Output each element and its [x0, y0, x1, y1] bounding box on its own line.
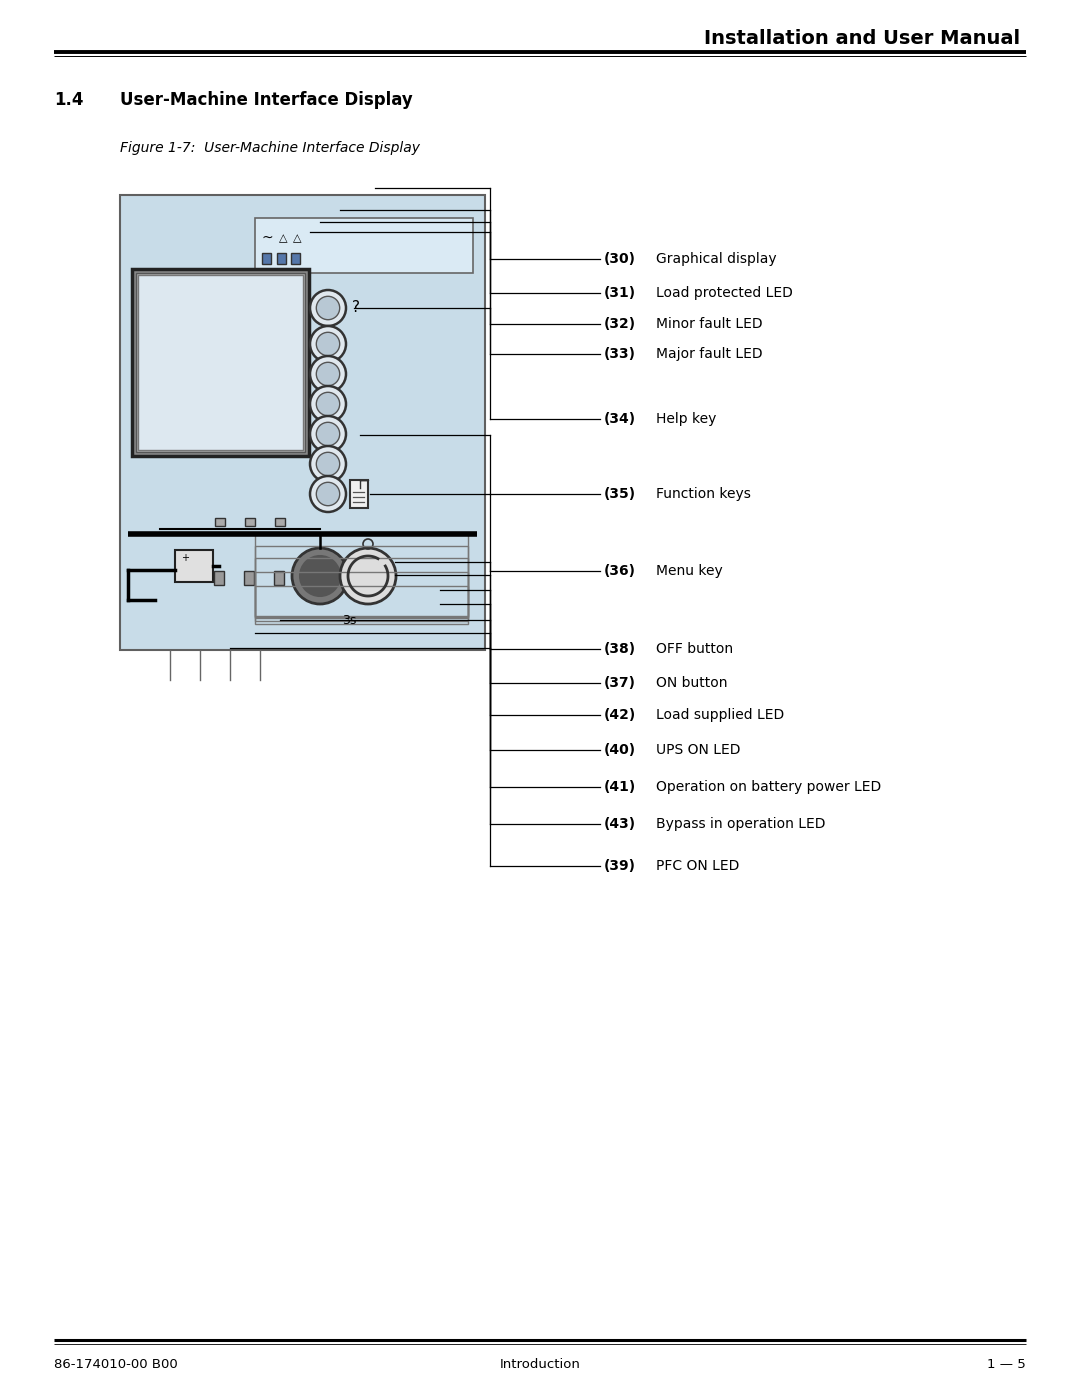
Text: Menu key: Menu key [656, 564, 723, 578]
Circle shape [310, 476, 346, 511]
Bar [291, 253, 300, 264]
Bar [255, 546, 468, 622]
Text: Bypass in operation LED: Bypass in operation LED [656, 817, 825, 831]
Text: OFF button: OFF button [656, 643, 733, 657]
Text: Graphical display: Graphical display [656, 251, 777, 265]
Bar [215, 518, 225, 527]
Bar [214, 571, 224, 585]
Circle shape [316, 296, 340, 320]
Circle shape [310, 356, 346, 393]
Text: (35): (35) [604, 488, 636, 502]
Bar [255, 585, 468, 616]
Bar [255, 218, 473, 272]
Text: ?: ? [352, 300, 360, 316]
Circle shape [310, 416, 346, 453]
Text: Operation on battery power LED: Operation on battery power LED [656, 780, 881, 793]
Text: (42): (42) [604, 708, 636, 722]
Text: △: △ [279, 233, 287, 243]
Text: (34): (34) [604, 412, 636, 426]
Text: Function keys: Function keys [656, 488, 751, 502]
Text: Figure 1-7:  User-Machine Interface Display: Figure 1-7: User-Machine Interface Displ… [120, 141, 420, 155]
Circle shape [316, 453, 340, 476]
Text: Introduction: Introduction [500, 1358, 580, 1372]
Bar [132, 270, 309, 455]
Text: ~: ~ [261, 231, 273, 244]
Text: Major fault LED: Major fault LED [656, 346, 762, 360]
Text: (37): (37) [604, 676, 636, 690]
Bar [276, 253, 286, 264]
Circle shape [310, 446, 346, 482]
Text: (39): (39) [604, 859, 636, 873]
Circle shape [316, 422, 340, 446]
Text: △: △ [293, 233, 301, 243]
Bar [262, 253, 271, 264]
Text: 1.4: 1.4 [54, 91, 83, 109]
Text: +: + [181, 553, 189, 563]
Text: 86-174010-00 B00: 86-174010-00 B00 [54, 1358, 178, 1372]
Bar [350, 481, 368, 509]
Text: ON button: ON button [656, 676, 728, 690]
Bar [275, 518, 285, 527]
Bar [245, 518, 255, 527]
Circle shape [340, 548, 396, 604]
Text: Minor fault LED: Minor fault LED [656, 317, 762, 331]
Text: (40): (40) [604, 743, 636, 757]
Circle shape [300, 556, 340, 597]
Text: Load supplied LED: Load supplied LED [656, 708, 784, 722]
Text: Load protected LED: Load protected LED [656, 286, 793, 300]
Bar [244, 571, 254, 585]
Text: (43): (43) [604, 817, 636, 831]
Text: (30): (30) [604, 251, 636, 265]
Bar [120, 196, 485, 650]
Text: (31): (31) [604, 286, 636, 300]
Circle shape [292, 548, 348, 604]
Bar [175, 550, 213, 583]
Text: (32): (32) [604, 317, 636, 331]
Text: Installation and User Manual: Installation and User Manual [704, 28, 1020, 47]
Text: User-Machine Interface Display: User-Machine Interface Display [120, 91, 413, 109]
Text: 1 — 5: 1 — 5 [987, 1358, 1026, 1372]
Text: (36): (36) [604, 564, 636, 578]
Circle shape [316, 332, 340, 356]
Circle shape [310, 326, 346, 362]
Bar [255, 557, 468, 617]
Text: UPS ON LED: UPS ON LED [656, 743, 741, 757]
Circle shape [316, 482, 340, 506]
Bar [274, 571, 284, 585]
Circle shape [316, 362, 340, 386]
Circle shape [310, 291, 346, 326]
Text: 3s: 3s [341, 615, 356, 627]
Bar [136, 272, 305, 453]
Text: (33): (33) [604, 346, 636, 360]
Text: PFC ON LED: PFC ON LED [656, 859, 740, 873]
Circle shape [316, 393, 340, 416]
Text: Help key: Help key [656, 412, 716, 426]
Bar [255, 534, 468, 624]
Bar [138, 275, 303, 450]
Bar [255, 571, 468, 617]
Circle shape [310, 386, 346, 422]
Text: (38): (38) [604, 643, 636, 657]
Text: (41): (41) [604, 780, 636, 793]
